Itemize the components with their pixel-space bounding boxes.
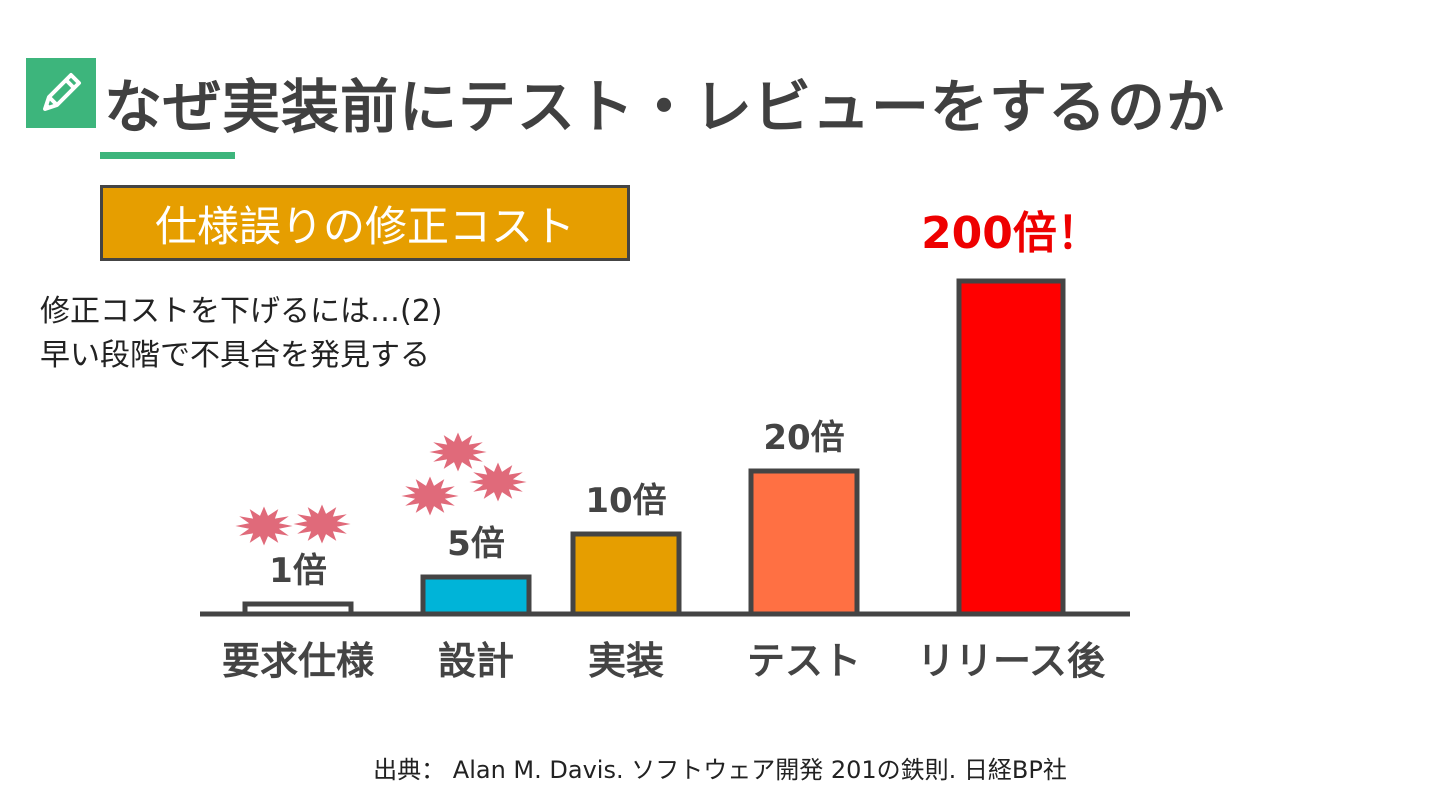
bug-marker-1-2 [401,476,459,516]
note-text: 修正コストを下げるには…(2) 早い段階で不具合を発見する [40,290,443,378]
note-line-1: 修正コストを下げるには…(2) [40,294,443,329]
bug-marker-1-0 [429,432,487,472]
bar-4 [956,278,1066,617]
category-label-0: 要求仕様 [222,639,375,683]
source-citation: 出典： Alan M. Davis. ソフトウェア開発 201の鉄則. 日経BP… [373,756,1067,784]
title-underline [100,152,235,159]
category-label-4: リリース後 [917,639,1106,683]
pencil-icon [26,58,96,128]
bug-marker-1-1 [469,462,527,502]
bug-marker-0-1 [293,504,351,544]
value-label-3: 20倍 [763,418,844,458]
bar-1 [420,574,532,617]
bar-3 [748,468,860,617]
page-title: なぜ実装前にテスト・レビューをするのか [104,73,1226,141]
category-label-3: テスト [747,639,861,683]
note-line-2: 早い段階で不具合を発見する [40,338,430,373]
value-label-1: 5倍 [447,524,505,564]
bar-2 [570,531,682,617]
category-label-2: 実装 [588,639,664,683]
cost-label-text: 仕様誤りの修正コスト [154,201,575,251]
category-label-1: 設計 [438,639,514,683]
value-label-2: 10倍 [585,481,666,521]
cost-label-box: 仕様誤りの修正コスト [100,185,630,261]
bar-0 [242,601,354,617]
bug-marker-0-0 [235,506,293,546]
value-label-4: 200倍！ [921,208,1101,259]
value-label-0: 1倍 [269,551,327,591]
